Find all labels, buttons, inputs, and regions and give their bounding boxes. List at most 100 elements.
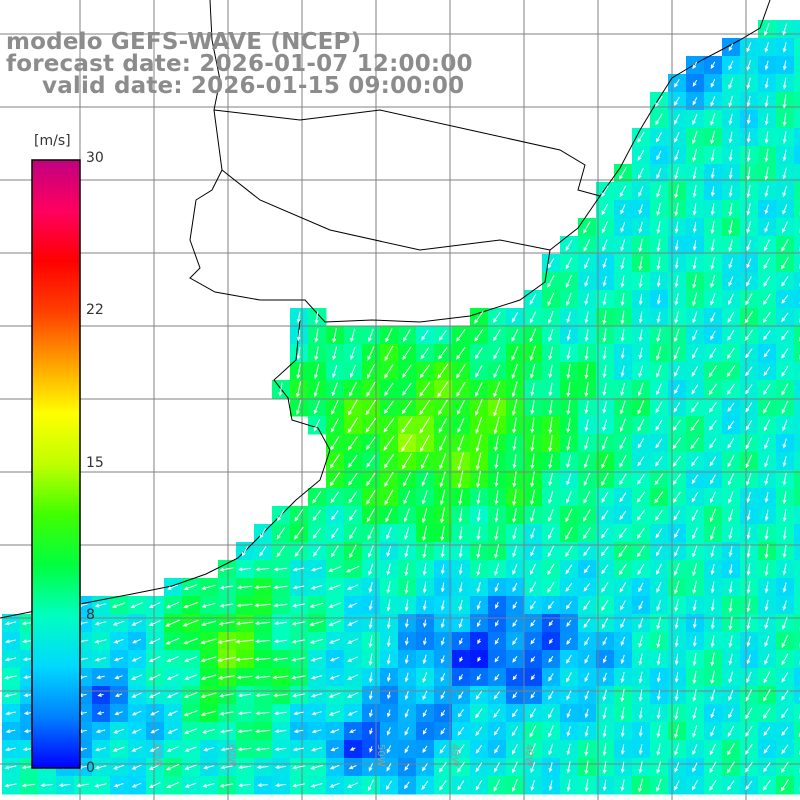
wind-arrow bbox=[674, 221, 679, 234]
wind-arrow bbox=[547, 581, 555, 593]
wind-arrow bbox=[512, 563, 518, 575]
wind-arrow bbox=[254, 639, 270, 644]
wind-arrow bbox=[203, 747, 214, 752]
wind-arrow bbox=[4, 675, 17, 680]
wind-arrow bbox=[584, 436, 590, 451]
wind-arrow bbox=[764, 95, 769, 108]
wind-arrow bbox=[419, 381, 431, 397]
wind-arrow bbox=[130, 602, 143, 609]
wind-arrow bbox=[764, 42, 769, 53]
wind-arrow bbox=[272, 657, 288, 662]
wind-arrow bbox=[619, 185, 627, 198]
wind-arrow bbox=[728, 239, 733, 252]
wind-arrow bbox=[5, 711, 16, 716]
wind-arrow bbox=[763, 383, 771, 396]
wind-arrow bbox=[4, 621, 17, 626]
wind-arrow bbox=[548, 673, 554, 682]
wind-arrow bbox=[276, 545, 286, 558]
wind-arrow bbox=[292, 783, 305, 788]
wind-arrow bbox=[692, 292, 698, 307]
wind-speed-cell bbox=[794, 200, 800, 219]
wind-arrow bbox=[692, 636, 697, 648]
wind-arrow bbox=[583, 220, 591, 234]
wind-arrow bbox=[583, 618, 591, 629]
wind-speed-cell bbox=[794, 488, 800, 507]
wind-arrow bbox=[384, 364, 394, 379]
wind-arrow bbox=[94, 657, 107, 662]
wind-arrow bbox=[512, 674, 518, 681]
wind-speed-cell bbox=[794, 524, 800, 543]
wind-arrow bbox=[601, 564, 609, 575]
wind-arrow bbox=[330, 436, 340, 451]
wind-arrow bbox=[273, 639, 288, 644]
wind-arrow bbox=[602, 742, 607, 757]
wind-arrow bbox=[781, 690, 789, 701]
colorbar-tick-0: 0 bbox=[86, 760, 95, 776]
wind-arrow bbox=[728, 708, 734, 719]
wind-arrow bbox=[457, 470, 464, 489]
wind-arrow bbox=[493, 691, 501, 700]
wind-arrow bbox=[584, 257, 590, 270]
wind-arrow bbox=[728, 149, 733, 162]
wind-arrow bbox=[728, 527, 733, 540]
wind-arrow bbox=[403, 490, 411, 505]
wind-arrow bbox=[710, 581, 715, 594]
wind-arrow bbox=[438, 762, 447, 773]
colorbar-tick-15: 15 bbox=[86, 455, 104, 471]
wind-arrow bbox=[566, 311, 571, 324]
wind-arrow bbox=[764, 599, 769, 612]
wind-arrow bbox=[638, 653, 643, 666]
wind-arrow bbox=[728, 276, 734, 287]
wind-arrow bbox=[219, 585, 234, 590]
wind-arrow bbox=[728, 509, 734, 522]
wind-arrow bbox=[602, 672, 607, 683]
wind-arrow bbox=[745, 437, 753, 450]
wind-arrow bbox=[347, 710, 358, 716]
wind-arrow bbox=[583, 565, 591, 574]
wind-speed-cell bbox=[794, 776, 800, 795]
wind-speed-cell bbox=[794, 740, 800, 759]
wind-arrow bbox=[165, 619, 181, 627]
wind-arrow bbox=[691, 365, 699, 377]
wind-arrow bbox=[368, 600, 373, 611]
wind-arrow bbox=[656, 690, 661, 701]
wind-arrow bbox=[601, 528, 609, 539]
wind-arrow bbox=[584, 725, 589, 738]
wind-arrow bbox=[656, 761, 662, 774]
wind-arrow bbox=[746, 60, 752, 71]
wind-arrow bbox=[329, 656, 340, 662]
wind-arrow bbox=[530, 638, 536, 645]
wind-arrow bbox=[332, 346, 338, 361]
wind-arrow bbox=[422, 745, 428, 754]
wind-arrow bbox=[329, 764, 340, 770]
wind-arrow bbox=[674, 240, 679, 251]
wind-arrow bbox=[255, 711, 270, 716]
wind-arrow bbox=[726, 761, 736, 774]
wind-speed-cell bbox=[794, 56, 800, 75]
wind-arrow bbox=[200, 638, 217, 645]
wind-arrow bbox=[781, 744, 789, 755]
wind-arrow bbox=[708, 383, 718, 396]
wind-speed-cell bbox=[794, 542, 800, 561]
wind-arrow bbox=[348, 454, 358, 468]
wind-arrow bbox=[728, 581, 733, 594]
wind-arrow bbox=[620, 222, 626, 233]
wind-arrow bbox=[584, 690, 589, 701]
wind-arrow bbox=[350, 346, 356, 361]
wind-arrow bbox=[601, 582, 609, 593]
wind-arrow bbox=[726, 365, 736, 378]
wind-arrow bbox=[529, 345, 536, 362]
wind-arrow bbox=[619, 418, 626, 433]
wind-arrow bbox=[620, 275, 625, 288]
wind-arrow bbox=[780, 761, 789, 773]
wind-arrow bbox=[255, 693, 270, 698]
wind-arrow bbox=[728, 546, 733, 558]
wind-arrow bbox=[511, 328, 519, 342]
wind-arrow bbox=[584, 311, 589, 324]
wind-arrow bbox=[690, 437, 700, 450]
wind-arrow bbox=[764, 239, 770, 252]
wind-arrow bbox=[383, 436, 395, 451]
wind-arrow bbox=[764, 166, 769, 181]
wind-arrow bbox=[618, 563, 627, 576]
